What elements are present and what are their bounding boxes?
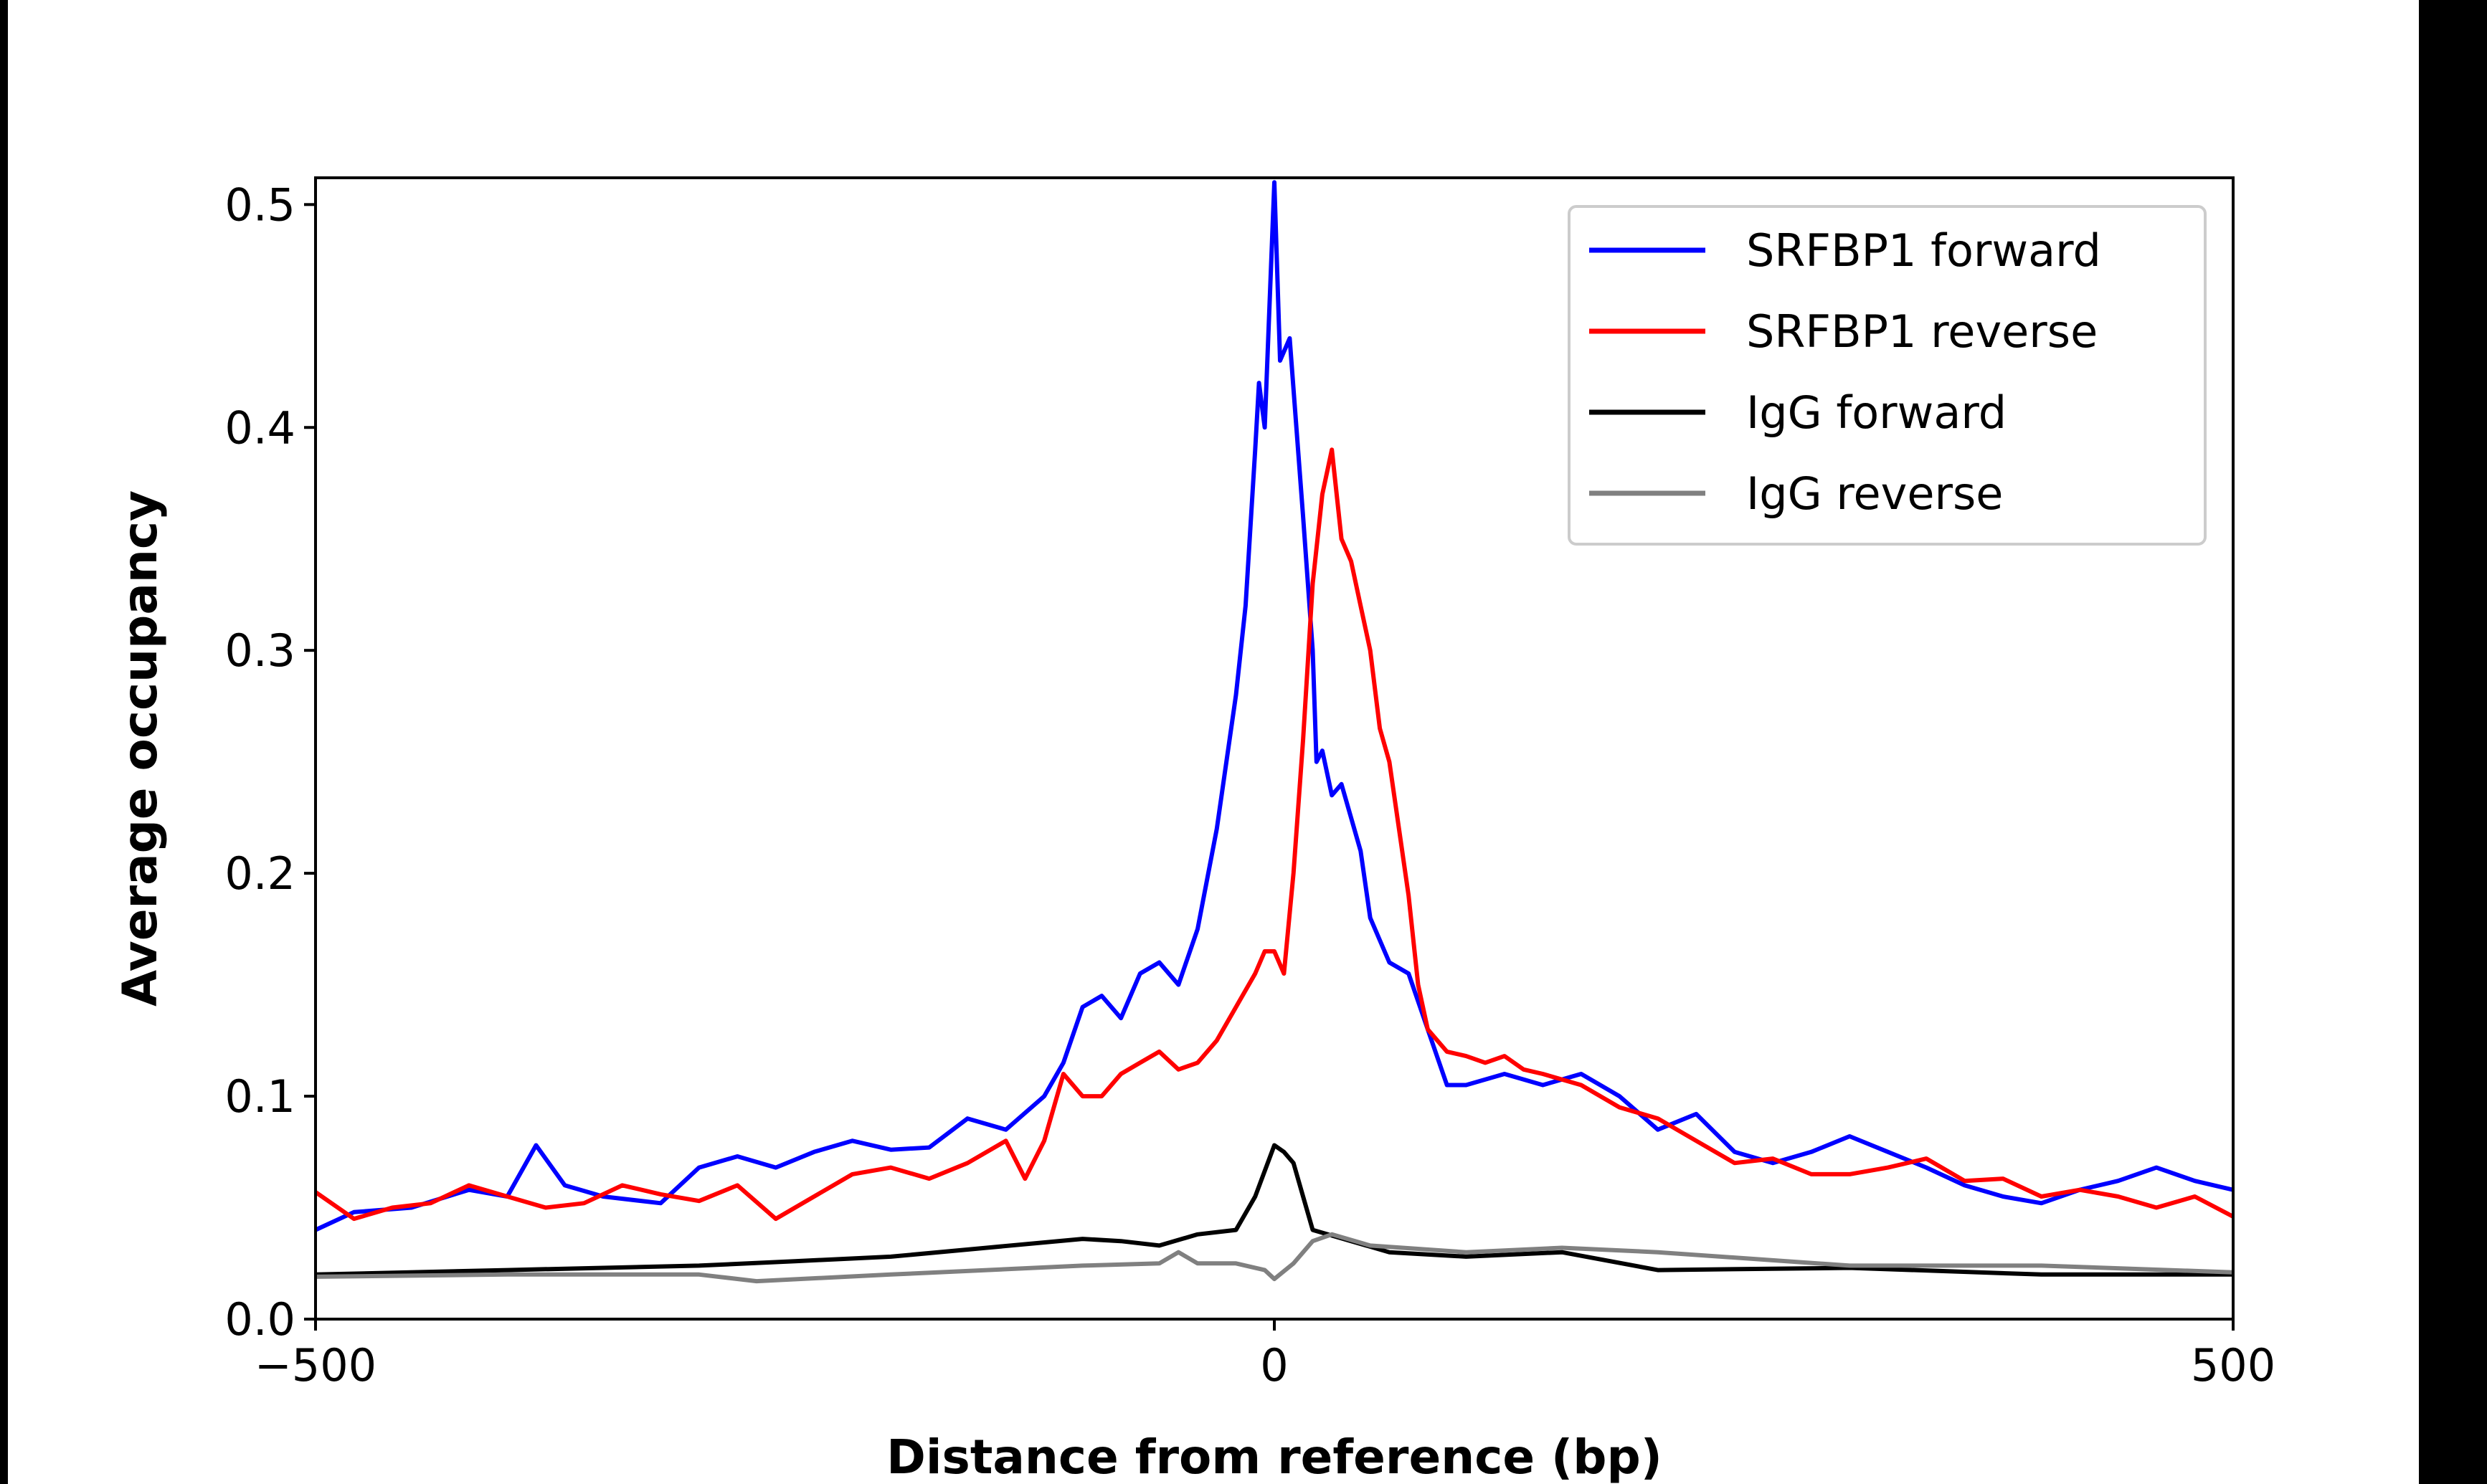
series-line-srfbp1-reverse — [316, 447, 2233, 1222]
series-line-igg-forward — [316, 1143, 2233, 1277]
legend-box — [1568, 205, 2207, 546]
x-tick-label: −500 — [255, 1339, 376, 1392]
x-tick-label: 0 — [1260, 1339, 1288, 1392]
series-layer — [316, 180, 2233, 1284]
series-line-igg-reverse — [316, 1232, 2233, 1284]
right-border — [2419, 0, 2487, 1484]
legend-label: SRFBP1 reverse — [1746, 305, 2098, 358]
x-axis-label: Distance from reference (bp) — [886, 1430, 1662, 1484]
y-tick-label: 0.3 — [224, 624, 295, 677]
y-tick-label: 0.4 — [224, 401, 295, 454]
y-tick-label: 0.0 — [224, 1293, 295, 1346]
legend-label: SRFBP1 forward — [1746, 224, 2101, 277]
y-tick-label: 0.2 — [224, 847, 295, 900]
legend: SRFBP1 forward SRFBP1 reverse IgG forward I… — [1568, 205, 2207, 546]
ticks-layer: −500 0 500 0.0 0.1 0.2 0.3 0.4 0.5 — [224, 179, 2275, 1392]
legend-label: IgG forward — [1746, 386, 2007, 439]
x-tick-label: 500 — [2191, 1339, 2275, 1392]
series-line-srfbp1-forward — [316, 180, 2233, 1232]
y-tick-label: 0.1 — [224, 1070, 295, 1123]
left-border — [0, 0, 8, 1484]
legend-label: IgG reverse — [1746, 467, 2003, 520]
y-axis-label: Average occupancy — [113, 490, 168, 1007]
y-tick-label: 0.5 — [224, 179, 295, 231]
